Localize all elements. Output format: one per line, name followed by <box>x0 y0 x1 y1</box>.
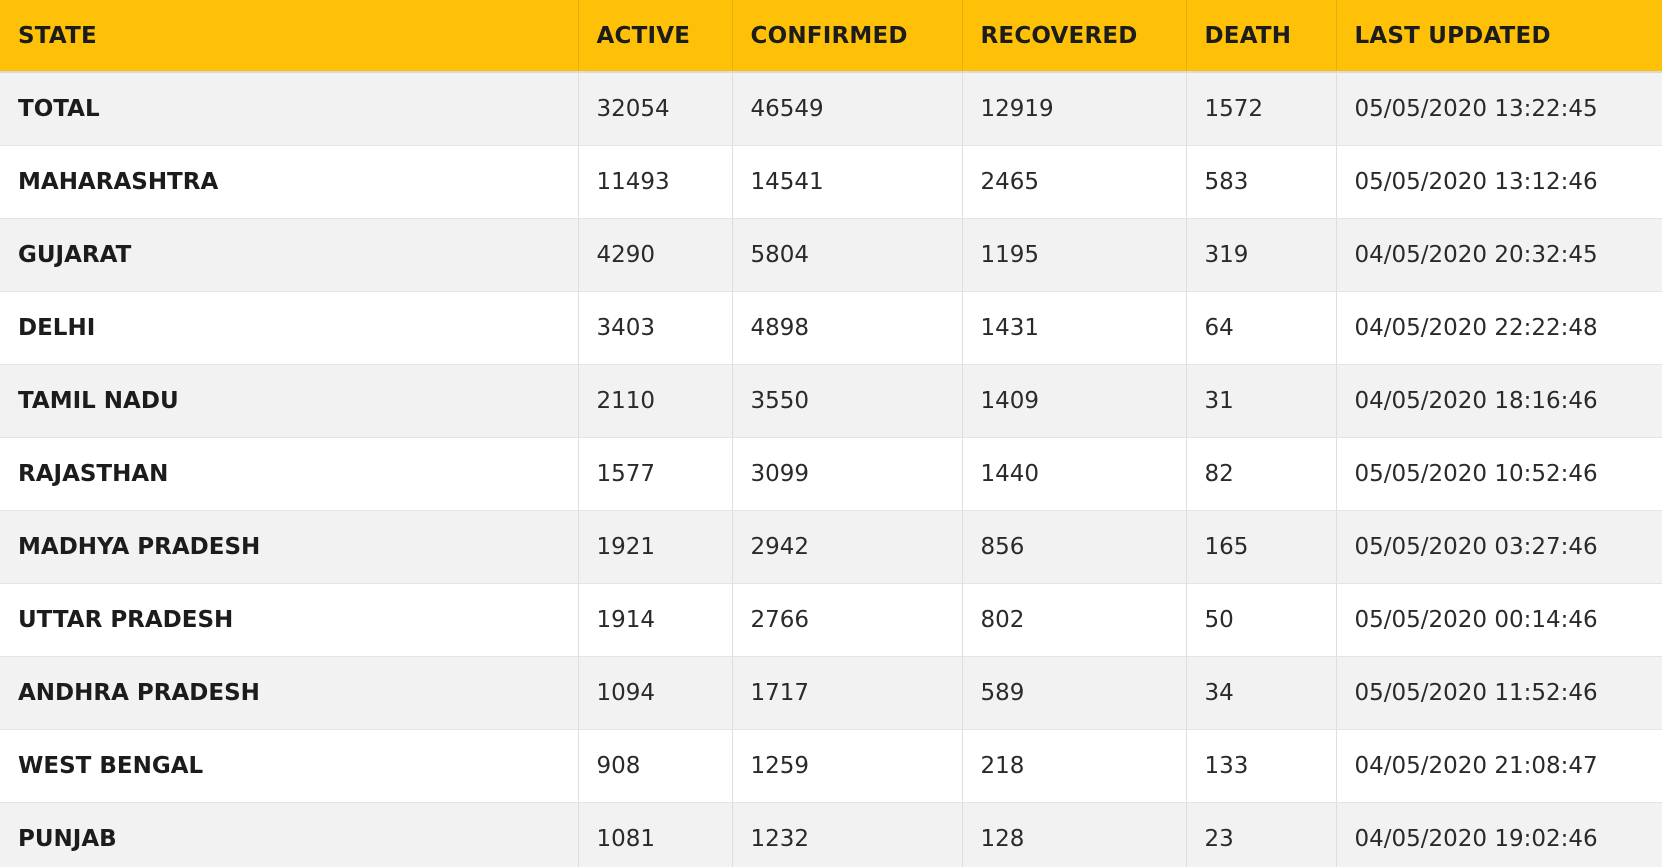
cell-last-updated: 04/05/2020 18:16:46 <box>1336 364 1662 438</box>
column-header-confirmed[interactable]: CONFIRMED <box>732 0 963 73</box>
cell-confirmed: 4898 <box>732 291 963 365</box>
cell-confirmed: 5804 <box>732 218 963 292</box>
cell-active: 1921 <box>578 510 733 584</box>
cell-active: 1081 <box>578 802 733 867</box>
cell-confirmed: 2942 <box>732 510 963 584</box>
table-row[interactable]: MAHARASHTRA 11493 14541 2465 583 05/05/2020 1… <box>0 145 1662 219</box>
cell-active: 32054 <box>578 72 733 146</box>
cell-last-updated: 05/05/2020 00:14:46 <box>1336 583 1662 657</box>
table-row[interactable]: TOTAL 32054 46549 12919 1572 05/05/2020 13:22… <box>0 72 1662 146</box>
cell-death: 50 <box>1186 583 1337 657</box>
table-row[interactable]: PUNJAB 1081 1232 128 23 04/05/2020 19:02:46 <box>0 802 1662 867</box>
table-row[interactable]: GUJARAT 4290 5804 1195 319 04/05/2020 20:32:4… <box>0 218 1662 292</box>
cell-active: 11493 <box>578 145 733 219</box>
cell-state: RAJASTHAN <box>0 437 579 511</box>
cell-active: 1914 <box>578 583 733 657</box>
cell-death: 583 <box>1186 145 1337 219</box>
column-header-active[interactable]: ACTIVE <box>578 0 733 73</box>
cell-recovered: 802 <box>962 583 1187 657</box>
cell-recovered: 218 <box>962 729 1187 803</box>
cell-recovered: 1431 <box>962 291 1187 365</box>
cell-recovered: 2465 <box>962 145 1187 219</box>
cell-recovered: 1440 <box>962 437 1187 511</box>
cell-state: ANDHRA PRADESH <box>0 656 579 730</box>
table-row[interactable]: DELHI 3403 4898 1431 64 04/05/2020 22:22:48 <box>0 291 1662 365</box>
cell-last-updated: 04/05/2020 19:02:46 <box>1336 802 1662 867</box>
table-header: STATE ACTIVE CONFIRMED RECOVERED DEATH L… <box>0 0 1662 73</box>
cell-last-updated: 05/05/2020 11:52:46 <box>1336 656 1662 730</box>
column-header-state[interactable]: STATE <box>0 0 579 73</box>
cell-recovered: 12919 <box>962 72 1187 146</box>
cell-death: 34 <box>1186 656 1337 730</box>
cell-recovered: 1409 <box>962 364 1187 438</box>
cell-death: 23 <box>1186 802 1337 867</box>
cell-death: 165 <box>1186 510 1337 584</box>
table-row[interactable]: UTTAR PRADESH 1914 2766 802 50 05/05/2020 00:… <box>0 583 1662 657</box>
table-row[interactable]: ANDHRA PRADESH 1094 1717 589 34 05/05/2020 11… <box>0 656 1662 730</box>
cell-active: 2110 <box>578 364 733 438</box>
cell-last-updated: 05/05/2020 13:22:45 <box>1336 72 1662 146</box>
cell-death: 64 <box>1186 291 1337 365</box>
table-row[interactable]: WEST BENGAL 908 1259 218 133 04/05/2020 21:08… <box>0 729 1662 803</box>
cell-last-updated: 04/05/2020 21:08:47 <box>1336 729 1662 803</box>
cell-confirmed: 1232 <box>732 802 963 867</box>
cell-state: PUNJAB <box>0 802 579 867</box>
cell-death: 319 <box>1186 218 1337 292</box>
table-row[interactable]: TAMIL NADU 2110 3550 1409 31 04/05/2020 18:16… <box>0 364 1662 438</box>
cell-state: DELHI <box>0 291 579 365</box>
cell-last-updated: 05/05/2020 13:12:46 <box>1336 145 1662 219</box>
cell-confirmed: 46549 <box>732 72 963 146</box>
cell-death: 31 <box>1186 364 1337 438</box>
table-row[interactable]: RAJASTHAN 1577 3099 1440 82 05/05/2020 10:52:… <box>0 437 1662 511</box>
cell-recovered: 589 <box>962 656 1187 730</box>
cell-recovered: 856 <box>962 510 1187 584</box>
cell-recovered: 128 <box>962 802 1187 867</box>
cell-confirmed: 3099 <box>732 437 963 511</box>
cell-state: MADHYA PRADESH <box>0 510 579 584</box>
cell-confirmed: 1717 <box>732 656 963 730</box>
cell-state: TAMIL NADU <box>0 364 579 438</box>
cell-state: TOTAL <box>0 72 579 146</box>
cell-active: 4290 <box>578 218 733 292</box>
column-header-death[interactable]: DEATH <box>1186 0 1337 73</box>
cell-active: 1577 <box>578 437 733 511</box>
column-header-recovered[interactable]: RECOVERED <box>962 0 1187 73</box>
cell-confirmed: 2766 <box>732 583 963 657</box>
cell-active: 908 <box>578 729 733 803</box>
cell-last-updated: 05/05/2020 10:52:46 <box>1336 437 1662 511</box>
cell-state: MAHARASHTRA <box>0 145 579 219</box>
cell-confirmed: 1259 <box>732 729 963 803</box>
header-row: STATE ACTIVE CONFIRMED RECOVERED DEATH L… <box>0 0 1662 73</box>
table-row[interactable]: MADHYA PRADESH 1921 2942 856 165 05/05/2020 0… <box>0 510 1662 584</box>
cell-death: 82 <box>1186 437 1337 511</box>
cell-recovered: 1195 <box>962 218 1187 292</box>
cell-active: 1094 <box>578 656 733 730</box>
cell-state: WEST BENGAL <box>0 729 579 803</box>
cell-death: 133 <box>1186 729 1337 803</box>
column-header-last-updated[interactable]: LAST UPDATED <box>1336 0 1662 73</box>
cell-last-updated: 05/05/2020 03:27:46 <box>1336 510 1662 584</box>
cell-last-updated: 04/05/2020 20:32:45 <box>1336 218 1662 292</box>
cell-state: GUJARAT <box>0 218 579 292</box>
cell-confirmed: 3550 <box>732 364 963 438</box>
table-body: TOTAL 32054 46549 12919 1572 05/05/2020 13:22… <box>0 72 1662 867</box>
cell-active: 3403 <box>578 291 733 365</box>
cell-state: UTTAR PRADESH <box>0 583 579 657</box>
cell-last-updated: 04/05/2020 22:22:48 <box>1336 291 1662 365</box>
cell-confirmed: 14541 <box>732 145 963 219</box>
cell-death: 1572 <box>1186 72 1337 146</box>
